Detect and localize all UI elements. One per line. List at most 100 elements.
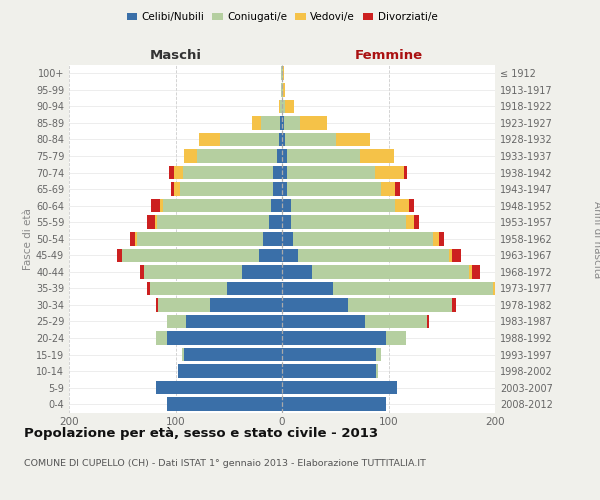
Bar <box>282 348 376 362</box>
Text: Maschi: Maschi <box>149 48 202 62</box>
Bar <box>284 116 300 130</box>
Bar <box>360 149 394 163</box>
Bar <box>260 116 280 130</box>
Bar <box>386 332 406 345</box>
Bar <box>274 166 282 179</box>
Bar <box>157 298 158 312</box>
Bar <box>414 216 419 229</box>
Bar <box>279 132 282 146</box>
Bar <box>143 265 242 278</box>
Bar <box>183 166 274 179</box>
Bar <box>227 282 282 295</box>
Bar <box>283 83 285 96</box>
Bar <box>282 398 386 411</box>
Bar <box>271 199 282 212</box>
Bar <box>452 298 455 312</box>
Bar <box>169 166 175 179</box>
Bar <box>290 199 395 212</box>
Bar <box>282 232 293 245</box>
Bar <box>140 265 143 278</box>
Bar <box>285 132 337 146</box>
Bar <box>282 83 283 96</box>
Text: Anni di nascita: Anni di nascita <box>592 202 600 278</box>
Bar <box>439 232 444 245</box>
Bar <box>427 314 429 328</box>
Bar <box>277 149 282 163</box>
Bar <box>175 182 180 196</box>
Bar <box>290 216 406 229</box>
Bar <box>160 199 163 212</box>
Bar <box>137 232 263 245</box>
Bar <box>287 166 374 179</box>
Bar <box>282 199 290 212</box>
Bar <box>293 232 433 245</box>
Bar <box>252 116 260 130</box>
Bar <box>178 364 282 378</box>
Bar <box>282 314 365 328</box>
Bar <box>493 282 495 295</box>
Bar <box>269 216 282 229</box>
Bar <box>376 364 378 378</box>
Bar <box>495 282 503 295</box>
Bar <box>406 216 414 229</box>
Bar <box>282 182 287 196</box>
Bar <box>280 116 282 130</box>
Bar <box>282 166 287 179</box>
Bar <box>280 100 282 113</box>
Text: Popolazione per età, sesso e stato civile - 2013: Popolazione per età, sesso e stato civil… <box>24 428 378 440</box>
Bar <box>184 348 282 362</box>
Bar <box>333 282 493 295</box>
Bar <box>472 265 480 278</box>
Bar <box>182 348 184 362</box>
Bar <box>376 348 381 362</box>
Bar <box>186 314 282 328</box>
Bar <box>281 83 282 96</box>
Bar <box>259 248 282 262</box>
Bar <box>452 248 461 262</box>
Bar <box>209 298 282 312</box>
Bar <box>469 265 472 278</box>
Bar <box>147 282 150 295</box>
Bar <box>157 381 282 394</box>
Bar <box>282 66 283 80</box>
Bar <box>279 100 280 113</box>
Bar <box>282 149 287 163</box>
Bar <box>163 199 271 212</box>
Bar <box>274 182 282 196</box>
Bar <box>158 298 209 312</box>
Bar <box>282 298 348 312</box>
Text: Femmine: Femmine <box>355 48 422 62</box>
Bar <box>122 248 259 262</box>
Bar <box>282 100 285 113</box>
Bar <box>348 298 452 312</box>
Legend: Celibi/Nubili, Coniugati/e, Vedovi/e, Divorziati/e: Celibi/Nubili, Coniugati/e, Vedovi/e, Di… <box>122 8 442 26</box>
Bar <box>282 332 386 345</box>
Bar <box>282 282 333 295</box>
Y-axis label: Fasce di età: Fasce di età <box>23 208 33 270</box>
Bar <box>130 232 135 245</box>
Bar <box>282 116 284 130</box>
Bar <box>300 116 327 130</box>
Bar <box>298 248 449 262</box>
Bar <box>242 265 282 278</box>
Bar <box>282 265 312 278</box>
Bar <box>433 232 439 245</box>
Bar <box>374 166 404 179</box>
Bar <box>175 166 183 179</box>
Bar <box>282 216 290 229</box>
Bar <box>167 332 282 345</box>
Bar <box>180 182 274 196</box>
Bar <box>184 149 197 163</box>
Bar <box>337 132 370 146</box>
Bar <box>282 132 285 146</box>
Bar <box>282 248 298 262</box>
Bar <box>167 314 186 328</box>
Bar <box>199 132 220 146</box>
Bar <box>155 216 157 229</box>
Bar <box>150 282 227 295</box>
Bar <box>395 182 400 196</box>
Bar <box>282 364 376 378</box>
Bar <box>171 182 175 196</box>
Bar <box>157 332 167 345</box>
Bar <box>117 248 122 262</box>
